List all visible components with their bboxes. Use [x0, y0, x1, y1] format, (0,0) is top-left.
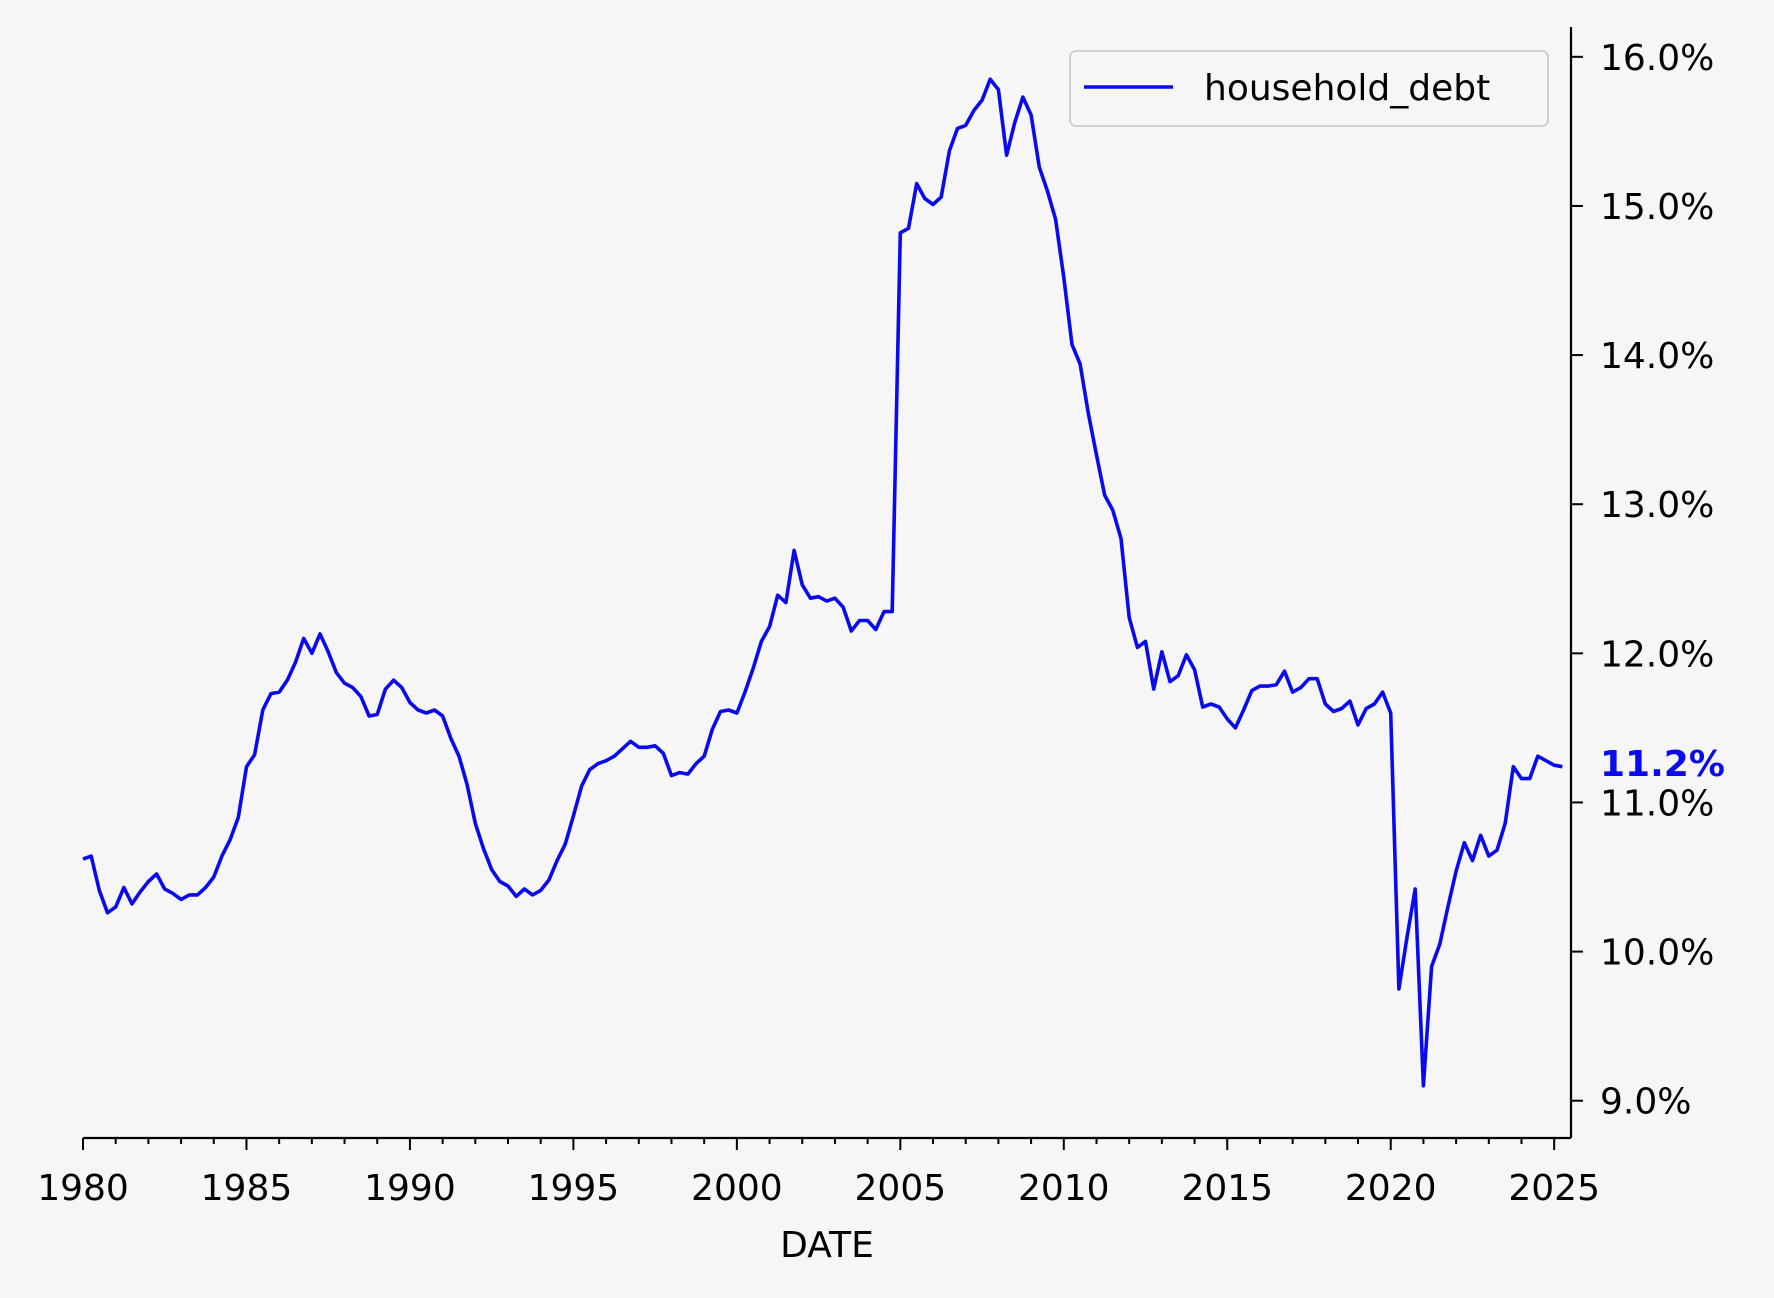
x-tick-label: 2010	[1018, 1168, 1110, 1209]
legend: household_debt	[1069, 50, 1549, 127]
x-tick-label: 1980	[37, 1168, 129, 1209]
x-tick-label: 1995	[528, 1168, 620, 1209]
x-ticks: 1980 1985 1990 1995 2000 2005 2010 2015 2020 2025	[37, 1138, 1600, 1209]
x-tick-label: 1985	[201, 1168, 293, 1209]
legend-label: household_debt	[1204, 68, 1490, 109]
x-tick-label: 2015	[1181, 1168, 1273, 1209]
x-axis-title: DATE	[780, 1225, 874, 1266]
legend-box	[1069, 50, 1549, 127]
y-tick-label: 12.0%	[1600, 634, 1714, 675]
x-tick-label: 2005	[855, 1168, 947, 1209]
y-tick-label: 16.0%	[1600, 38, 1714, 79]
last-value-label: 11.2%	[1600, 744, 1725, 785]
y-tick-label: 15.0%	[1600, 187, 1714, 228]
y-tick-label: 14.0%	[1600, 336, 1714, 377]
y-tick-label: 11.0%	[1600, 783, 1714, 824]
y-tick-label: 10.0%	[1600, 933, 1714, 974]
series-line-household_debt	[82, 77, 1563, 1088]
x-tick-label: 2020	[1345, 1168, 1437, 1209]
x-tick-label: 1990	[364, 1168, 456, 1209]
x-tick-label: 2025	[1508, 1168, 1600, 1209]
y-tick-label: 9.0%	[1600, 1082, 1691, 1123]
series-layer	[82, 77, 1563, 1088]
y-ticks: 9.0% 10.0% 11.0% 12.0% 13.0% 14.0% 15.0% 16.0%	[1571, 38, 1714, 1123]
x-tick-label: 2000	[691, 1168, 783, 1209]
y-tick-label: 13.0%	[1600, 485, 1714, 526]
